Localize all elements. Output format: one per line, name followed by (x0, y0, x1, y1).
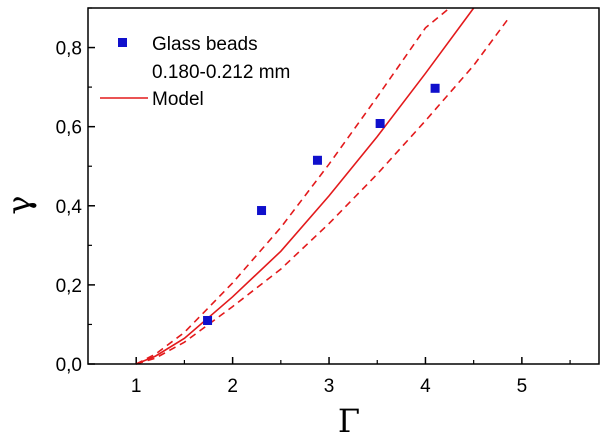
legend-scatter-label-line1: Glass beads (152, 34, 258, 55)
x-tick-label: 2 (227, 376, 238, 397)
lines-layer (135, 7, 509, 365)
model-bound-line-3 (135, 19, 509, 365)
data-point (430, 83, 440, 93)
x-tick-label: 1 (131, 376, 142, 397)
legend-model-label: Model (152, 89, 204, 110)
data-point (203, 315, 213, 325)
y-tick-label: 0,4 (56, 197, 83, 218)
ticks-layer: 1 2 3 4 5 0,0 0,2 0,4 0,6 0,8 (56, 7, 571, 397)
legend: Glass beads 0.180-0.212 mm Model (100, 34, 290, 110)
legend-scatter-marker (118, 38, 127, 47)
data-point (257, 206, 267, 216)
data-point (312, 155, 322, 165)
y-tick-label: 0,8 (56, 39, 82, 60)
x-tick-label: 3 (324, 376, 335, 397)
y-tick-label: 0,2 (56, 276, 82, 297)
y-axis-label: γ (0, 195, 38, 214)
x-axis-label: Γ (338, 402, 360, 440)
legend-scatter-label-line2: 0.180-0.212 mm (152, 62, 290, 83)
points-layer (203, 83, 440, 325)
y-tick-label: 0,0 (56, 355, 82, 376)
plot-frame (87, 7, 600, 365)
model-line (135, 7, 475, 365)
x-tick-label: 5 (517, 376, 528, 397)
x-tick-label: 4 (420, 376, 431, 397)
data-point (375, 119, 385, 129)
y-tick-label: 0,6 (56, 118, 82, 139)
